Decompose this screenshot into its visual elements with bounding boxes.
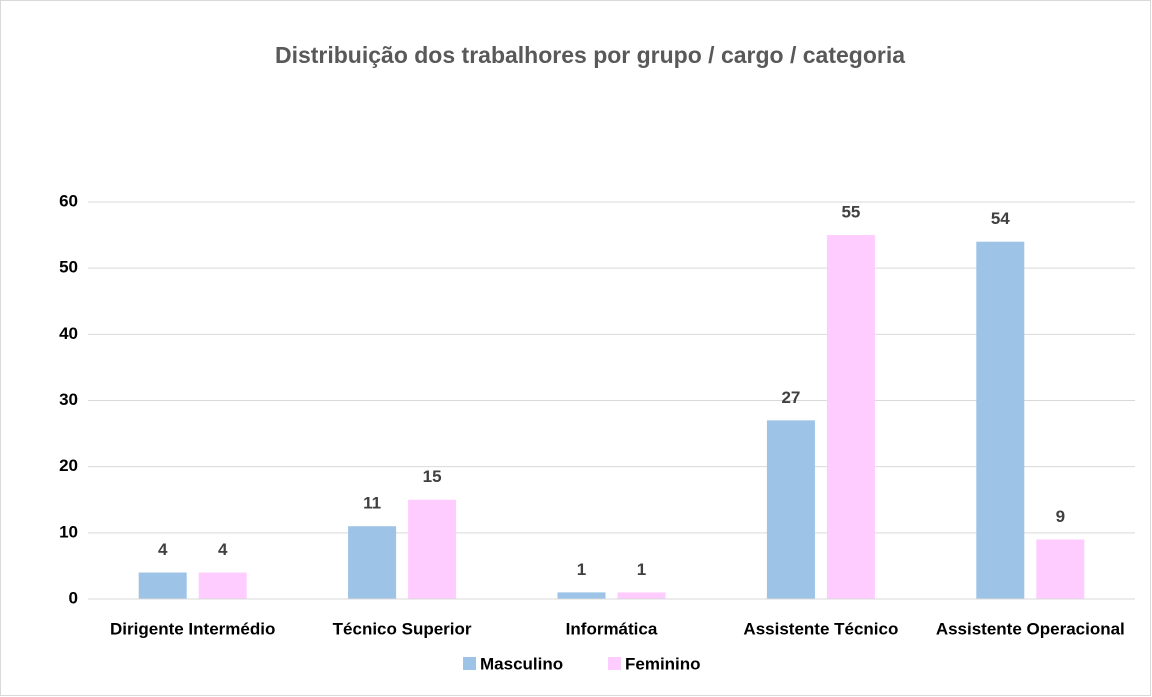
data-label: 1	[577, 560, 586, 579]
data-label: 55	[841, 203, 860, 222]
bar	[348, 526, 397, 599]
bar	[617, 592, 666, 599]
x-tick-label: Técnico Superior	[333, 619, 472, 638]
legend-swatch	[463, 657, 476, 670]
bar	[408, 499, 457, 599]
x-tick-label: Assistente Técnico	[743, 619, 898, 638]
data-label: 4	[158, 540, 168, 559]
bar	[138, 572, 187, 599]
bar	[976, 241, 1025, 599]
bar	[1036, 539, 1085, 599]
x-tick-label: Dirigente Intermédio	[110, 619, 275, 638]
data-label: 15	[423, 467, 442, 486]
data-label: 27	[781, 388, 800, 407]
y-tick-label: 30	[59, 390, 78, 409]
legend-swatch	[608, 657, 621, 670]
y-tick-label: 40	[59, 324, 78, 343]
y-tick-label: 60	[59, 191, 78, 210]
y-tick-label: 10	[59, 522, 78, 541]
bar	[557, 592, 606, 599]
chart-title: Distribuição dos trabalhores por grupo /…	[275, 42, 905, 68]
x-tick-label: Assistente Operacional	[936, 619, 1125, 638]
data-label: 11	[363, 494, 381, 513]
x-tick-label: Informática	[566, 619, 658, 638]
y-tick-label: 50	[59, 258, 78, 277]
bar	[826, 235, 875, 600]
y-tick-label: 0	[69, 588, 78, 607]
data-label: 1	[637, 560, 646, 579]
data-label: 4	[218, 540, 228, 559]
legend-label: Feminino	[625, 654, 701, 673]
data-label: 9	[1056, 507, 1065, 526]
bar	[766, 420, 815, 599]
data-label: 54	[991, 209, 1010, 228]
legend-label: Masculino	[480, 654, 563, 673]
y-tick-label: 20	[59, 456, 78, 475]
bar	[198, 572, 247, 599]
